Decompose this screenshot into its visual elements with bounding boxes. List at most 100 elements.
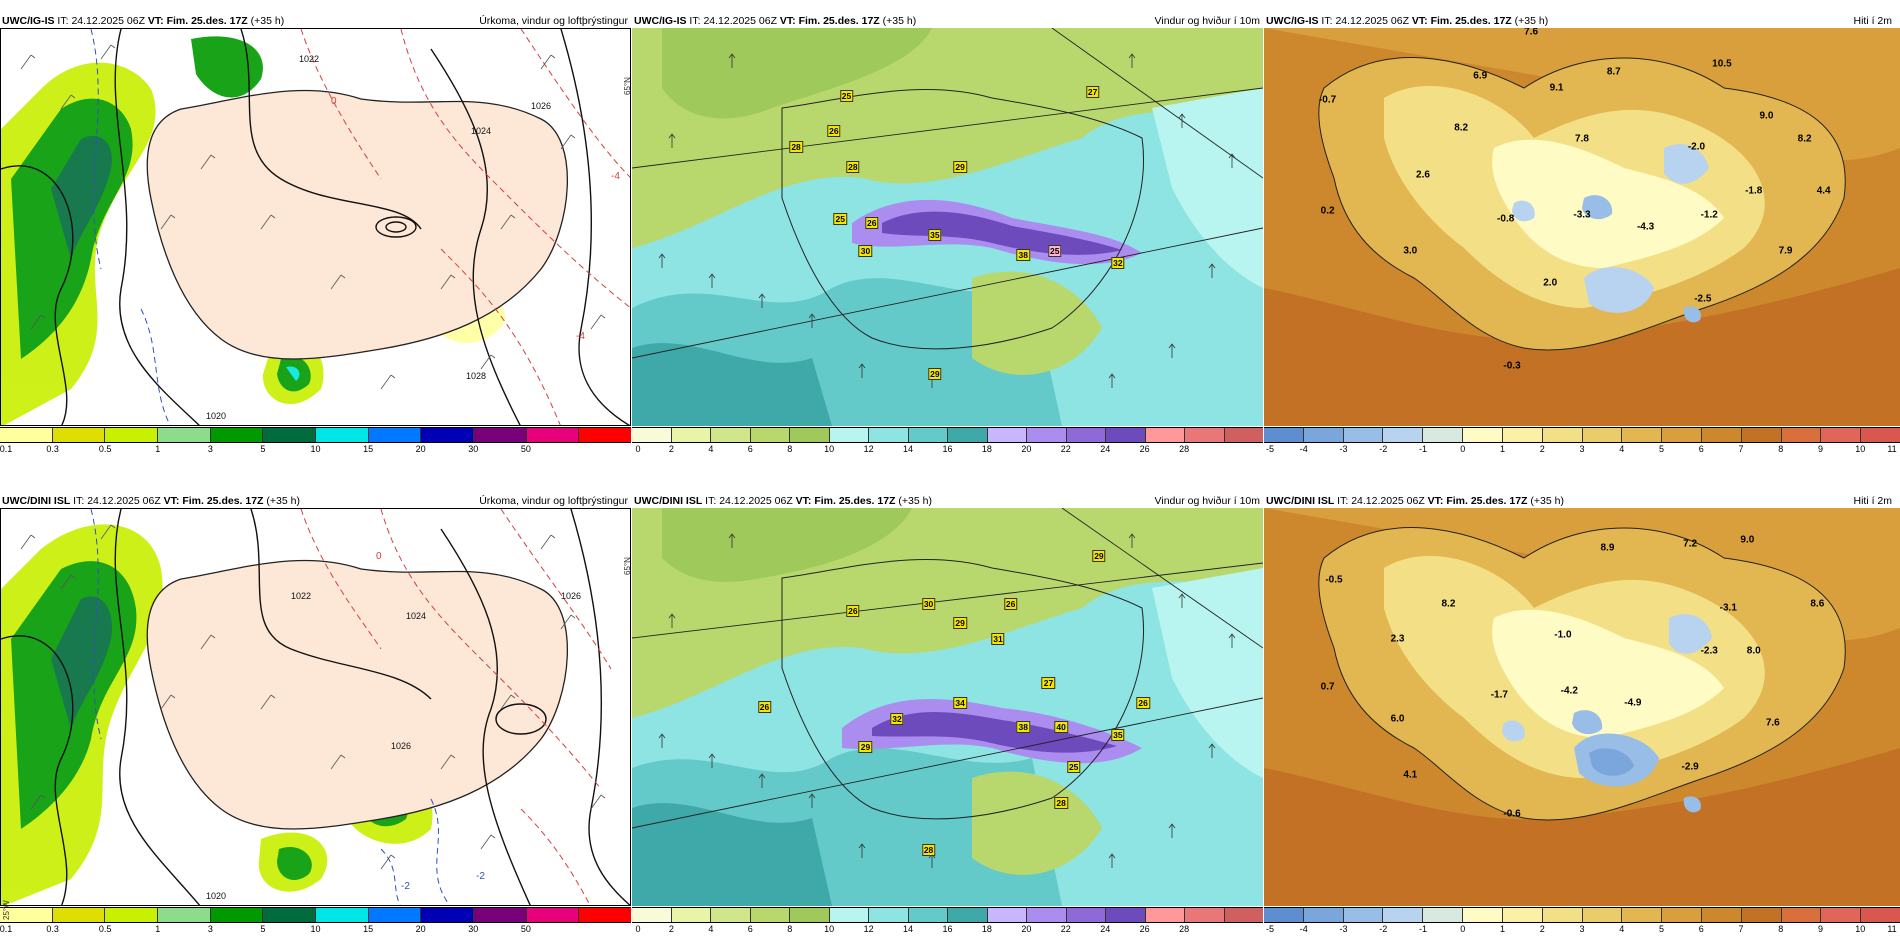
colorbar-tick: 3 bbox=[207, 444, 213, 454]
precip-colorbar bbox=[0, 907, 632, 923]
colorbar-tick: 18 bbox=[981, 444, 992, 454]
colorbar-swatch bbox=[948, 908, 988, 922]
colorbar-tick: 18 bbox=[981, 924, 992, 934]
colorbar-tick: 26 bbox=[1139, 924, 1150, 934]
panel-title: Úrkoma, vindur og loftþrýstingur bbox=[479, 495, 628, 507]
gust-label: 27 bbox=[1085, 85, 1100, 98]
temp-label: -3.1 bbox=[1719, 602, 1737, 613]
temp-label: -2.9 bbox=[1681, 761, 1699, 773]
temp-label: -4.3 bbox=[1636, 221, 1655, 233]
temp-label: 8.7 bbox=[1606, 66, 1621, 78]
colorbar-tick: 7 bbox=[1738, 924, 1744, 934]
colorbar-tick: -4 bbox=[1299, 444, 1308, 454]
colorbar-swatch bbox=[1582, 428, 1623, 442]
temp-label: 8.2 bbox=[1454, 122, 1469, 133]
gust-label: 26 bbox=[827, 125, 841, 138]
colorbar-tick: 1 bbox=[155, 444, 161, 454]
colorbar-tick: 16 bbox=[942, 444, 953, 454]
colorbar-tick: -2 bbox=[1379, 924, 1388, 934]
gust-label: 28 bbox=[789, 141, 803, 154]
gust-label: 38 bbox=[1016, 720, 1030, 733]
colorbar-tick: -3 bbox=[1339, 924, 1348, 934]
colorbar-swatch bbox=[1423, 908, 1464, 922]
gust-label: 28 bbox=[921, 844, 936, 857]
colorbar-tick: 1 bbox=[1499, 924, 1506, 934]
vt-label: VT: bbox=[163, 495, 180, 507]
forecast-step: (+35 h) bbox=[882, 15, 917, 27]
colorbar-swatch bbox=[1383, 908, 1424, 922]
gust-label: 29 bbox=[928, 368, 942, 381]
it-value: 24.12.2025 06Z bbox=[703, 15, 777, 27]
gust-label: 31 bbox=[991, 633, 1005, 646]
isobar-label: 1020 bbox=[206, 411, 226, 421]
temp-label: 2.0 bbox=[1543, 277, 1558, 289]
gust-label: 29 bbox=[953, 161, 967, 174]
colorbar-swatch bbox=[1861, 908, 1900, 922]
panel-header: UWC/IG-IS IT: 24.12.2025 06Z VT: Fim. 25… bbox=[0, 14, 631, 28]
precip-colorbar-ticks: 0.1 0.3 0.5 1 3 5 10 15 20 30 50 bbox=[0, 444, 631, 456]
gust-label: 26 bbox=[1136, 697, 1150, 710]
model-name: UWC/DINI ISL bbox=[2, 495, 71, 507]
colorbar-tick: 6 bbox=[1698, 924, 1704, 934]
isobar-label: 1026 bbox=[561, 591, 581, 601]
colorbar-swatch bbox=[1343, 428, 1384, 442]
colorbar-swatch bbox=[711, 428, 751, 442]
temp-label: -0.6 bbox=[1503, 808, 1521, 820]
wind-colorbar-ticks: 0 2 4 6 8 10 12 14 16 18 20 22 24 26 28 bbox=[632, 444, 1263, 456]
colorbar-tick: -1 bbox=[1418, 924, 1428, 934]
colorbar-tick: 10 bbox=[824, 924, 835, 934]
colorbar-tick: 8 bbox=[1778, 444, 1784, 454]
vt-value: Fim. 25.des. 17Z bbox=[166, 15, 248, 27]
temp-label: 2.3 bbox=[1390, 633, 1405, 645]
vt-label: VT: bbox=[147, 15, 164, 27]
isobar-label: 1022 bbox=[299, 54, 319, 64]
gust-label: 34 bbox=[953, 697, 967, 710]
temp-label: -2.3 bbox=[1700, 645, 1718, 657]
temp-colorbar-ticks: -5 -4 -3 -2 -1 0 1 2 3 4 5 6 7 8 9 10 11 bbox=[1264, 444, 1900, 456]
colorbar-tick: 2 bbox=[668, 924, 674, 934]
temp-label: -0.7 bbox=[1318, 94, 1337, 106]
colorbar-swatch bbox=[829, 908, 869, 922]
it-label: IT: bbox=[57, 15, 69, 27]
panel-precip-igis: UWC/IG-IS IT: 24.12.2025 06Z VT: Fim. 25… bbox=[0, 14, 632, 470]
colorbar-tick: 4 bbox=[708, 444, 714, 454]
colorbar-tick: 1 bbox=[1499, 444, 1506, 454]
it-label: IT: bbox=[705, 495, 717, 507]
colorbar-swatch bbox=[908, 428, 948, 442]
temp-label: 7.6 bbox=[1765, 717, 1780, 729]
isobar-label: 1024 bbox=[471, 126, 491, 136]
it-label: IT: bbox=[73, 495, 85, 507]
colorbar-swatch bbox=[869, 908, 909, 922]
colorbar-swatch bbox=[1622, 908, 1663, 922]
colorbar-tick: 5 bbox=[260, 924, 266, 934]
temp-label: 8.2 bbox=[1797, 133, 1812, 145]
gust-label: 25 bbox=[1048, 244, 1062, 257]
colorbar-swatch bbox=[790, 908, 830, 922]
colorbar-tick: 5 bbox=[1658, 924, 1665, 934]
colorbar-tick: 50 bbox=[520, 444, 531, 454]
latitude-edge-label: 65°N bbox=[623, 77, 632, 95]
colorbar-tick: 2 bbox=[1539, 444, 1545, 454]
colorbar-tick: 15 bbox=[363, 444, 374, 454]
temp-label: -1.8 bbox=[1745, 185, 1763, 197]
gust-label: 38 bbox=[1016, 248, 1030, 261]
colorbar-tick: 24 bbox=[1100, 924, 1111, 934]
temp-label: -0.5 bbox=[1325, 574, 1343, 586]
isobar-label: 1028 bbox=[466, 371, 486, 381]
colorbar-swatch bbox=[474, 428, 527, 442]
temp-label: 7.8 bbox=[1575, 133, 1589, 145]
colorbar-swatch bbox=[210, 908, 264, 922]
colorbar-swatch bbox=[1145, 428, 1185, 442]
colorbar-tick: 22 bbox=[1060, 924, 1071, 934]
vt-value: Fim. 25.des. 17Z bbox=[182, 495, 264, 507]
colorbar-swatch bbox=[105, 908, 159, 922]
colorbar-swatch bbox=[987, 428, 1027, 442]
colorbar-swatch bbox=[1741, 908, 1782, 922]
colorbar-swatch bbox=[1701, 428, 1742, 442]
vt-label: VT: bbox=[795, 495, 812, 507]
colorbar-swatch bbox=[1264, 908, 1304, 922]
gust-label: 25 bbox=[833, 213, 847, 226]
colorbar-swatch bbox=[1701, 908, 1742, 922]
temp-label: -1.0 bbox=[1554, 629, 1572, 641]
panel-precip-dini: UWC/DINI ISL IT: 24.12.2025 06Z VT: Fim.… bbox=[0, 494, 632, 950]
